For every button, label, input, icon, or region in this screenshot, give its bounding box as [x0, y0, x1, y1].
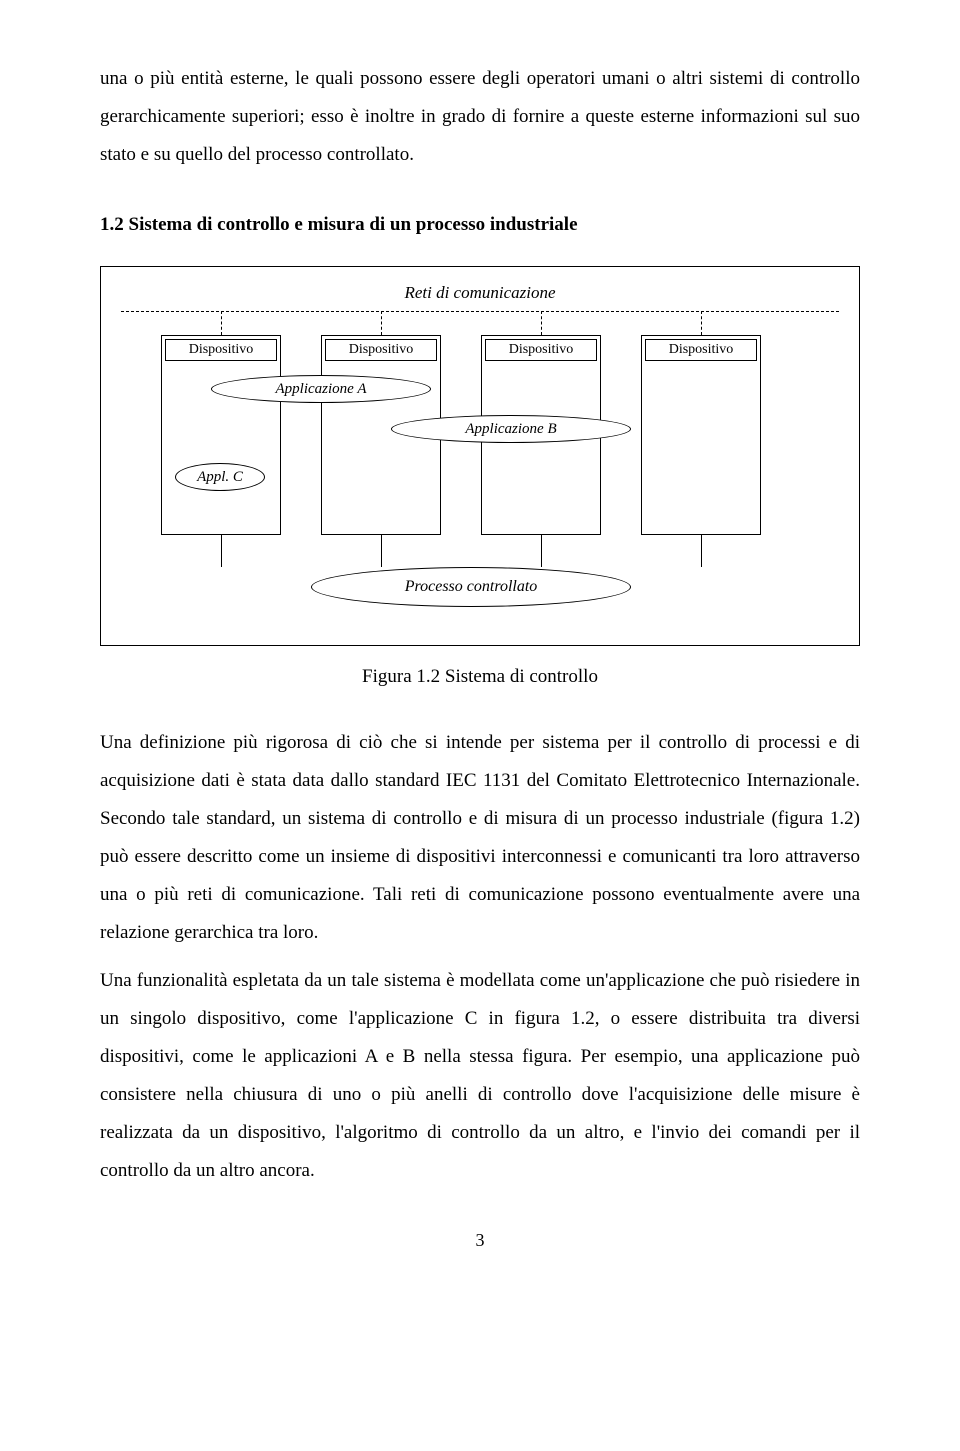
intro-paragraph: una o più entità esterne, le quali posso…: [100, 60, 860, 174]
device-box: [161, 335, 281, 535]
figure-1-2: Reti di comunicazione Dispositivo Dispos…: [100, 266, 860, 646]
application-a: Applicazione A: [211, 375, 431, 403]
device-label: Dispositivo: [165, 339, 277, 361]
figure-caption: Figura 1.2 Sistema di controllo: [100, 666, 860, 688]
body-paragraph-2: Una funzionalità espletata da un tale si…: [100, 962, 860, 1190]
device-label: Dispositivo: [325, 339, 437, 361]
process-connector: [381, 535, 383, 567]
device-label: Dispositivo: [645, 339, 757, 361]
network-label: Reti di comunicazione: [101, 283, 859, 303]
net-connector: [541, 311, 543, 335]
net-connector: [381, 311, 383, 335]
process-connector: [701, 535, 703, 567]
page-container: una o più entità esterne, le quali posso…: [0, 0, 960, 1291]
process-connector: [221, 535, 223, 567]
application-c: Appl. C: [175, 463, 265, 491]
net-connector: [221, 311, 223, 335]
net-connector: [701, 311, 703, 335]
network-line: [121, 311, 839, 312]
process-connector: [541, 535, 543, 567]
page-number: 3: [100, 1230, 860, 1251]
body-paragraph-1: Una definizione più rigorosa di ciò che …: [100, 724, 860, 952]
application-b: Applicazione B: [391, 415, 631, 443]
device-box: [641, 335, 761, 535]
device-label: Dispositivo: [485, 339, 597, 361]
controlled-process: Processo controllato: [311, 567, 631, 607]
section-heading: 1.2 Sistema di controllo e misura di un …: [100, 214, 860, 236]
